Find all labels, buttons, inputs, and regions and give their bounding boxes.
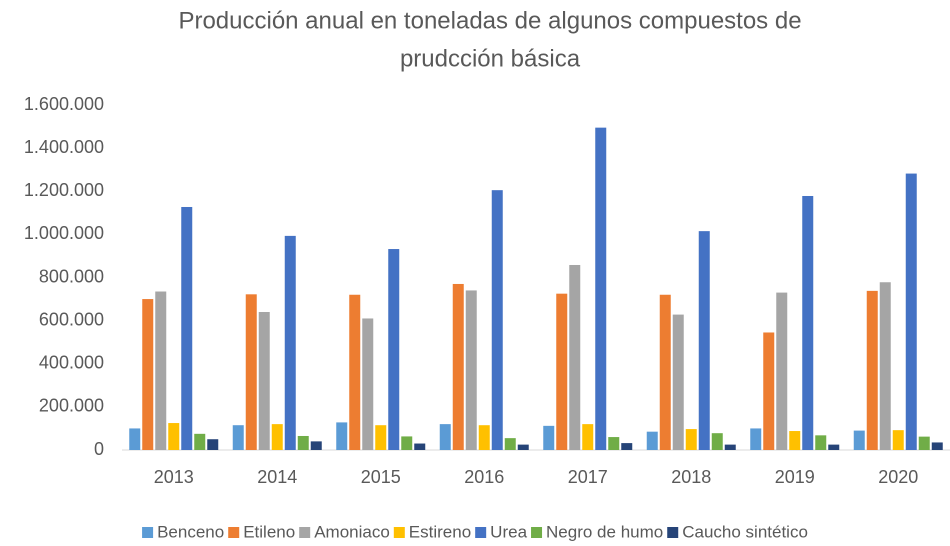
legend-label: Negro de humo xyxy=(546,522,663,541)
bar xyxy=(608,437,620,450)
bar xyxy=(297,435,309,450)
bar xyxy=(789,431,801,450)
bar xyxy=(763,332,775,450)
bar xyxy=(232,425,244,450)
bar xyxy=(129,428,141,450)
bar xyxy=(465,290,477,450)
y-tick-label: 800.000 xyxy=(39,266,104,286)
bar xyxy=(698,231,710,450)
bar xyxy=(194,433,206,450)
legend-swatch xyxy=(475,527,487,538)
bar xyxy=(711,433,723,450)
bar xyxy=(815,435,827,450)
bar xyxy=(853,430,865,450)
bar xyxy=(168,423,180,450)
bar xyxy=(414,443,426,450)
x-tick-label: 2020 xyxy=(878,467,918,487)
legend-label: Caucho sintético xyxy=(682,522,808,541)
bar xyxy=(181,206,193,450)
bar xyxy=(556,293,568,450)
x-tick-label: 2015 xyxy=(361,467,401,487)
legend-label: Etileno xyxy=(243,522,295,541)
bar xyxy=(439,424,451,450)
x-tick-label: 2016 xyxy=(464,467,504,487)
legend-label: Amoniaco xyxy=(314,522,390,541)
bar xyxy=(685,429,697,450)
bar xyxy=(336,422,348,450)
y-tick-label: 1.200.000 xyxy=(24,180,104,200)
bar xyxy=(918,436,930,450)
bar xyxy=(271,424,283,450)
bar xyxy=(776,292,788,450)
x-tick-label: 2013 xyxy=(154,467,194,487)
bar xyxy=(452,283,464,450)
bar xyxy=(569,264,581,450)
legend-swatch xyxy=(299,527,311,538)
bar xyxy=(388,249,400,450)
bar xyxy=(504,438,516,450)
legend-label: Urea xyxy=(490,522,527,541)
bar xyxy=(543,425,555,450)
bar xyxy=(362,318,374,450)
bar xyxy=(310,441,322,450)
bar xyxy=(155,291,167,450)
bar xyxy=(207,439,219,450)
y-tick-label: 1.400.000 xyxy=(24,137,104,157)
x-tick-label: 2017 xyxy=(568,467,608,487)
bar xyxy=(582,424,594,450)
bar xyxy=(595,127,607,450)
x-tick-label: 2018 xyxy=(671,467,711,487)
y-tick-label: 0 xyxy=(94,439,104,459)
bar xyxy=(892,430,904,450)
bar xyxy=(284,235,296,450)
bar xyxy=(517,444,529,450)
bar xyxy=(401,436,413,450)
bar xyxy=(258,312,270,450)
bar xyxy=(750,428,762,450)
bar xyxy=(866,290,878,450)
x-tick-label: 2019 xyxy=(775,467,815,487)
legend-swatch xyxy=(531,527,543,538)
bar xyxy=(375,425,387,450)
bar xyxy=(905,173,917,450)
legend-label: Benceno xyxy=(157,522,224,541)
bar xyxy=(349,294,361,450)
legend-swatch xyxy=(393,527,405,538)
bar xyxy=(724,444,736,450)
y-tick-label: 1.000.000 xyxy=(24,223,104,243)
y-tick-label: 600.000 xyxy=(39,309,104,329)
bar xyxy=(646,431,658,450)
bar xyxy=(672,314,684,450)
legend-label: Estireno xyxy=(409,522,471,541)
bar xyxy=(491,190,503,450)
bar xyxy=(245,294,257,450)
y-tick-label: 1.600.000 xyxy=(24,94,104,114)
chart-title: prudcción básica xyxy=(400,45,581,72)
legend-swatch xyxy=(667,527,679,538)
bar xyxy=(478,425,490,450)
bar xyxy=(879,282,891,450)
bar xyxy=(659,294,671,450)
y-tick-label: 200.000 xyxy=(39,396,104,416)
bar xyxy=(802,195,814,450)
y-tick-label: 400.000 xyxy=(39,353,104,373)
legend-swatch xyxy=(142,527,154,538)
x-tick-label: 2014 xyxy=(257,467,297,487)
bar xyxy=(828,444,840,450)
bar xyxy=(931,442,943,450)
legend-swatch xyxy=(228,527,240,538)
chart-title: Producción anual en toneladas de algunos… xyxy=(178,7,801,34)
bar xyxy=(621,443,633,450)
bar xyxy=(142,299,154,450)
